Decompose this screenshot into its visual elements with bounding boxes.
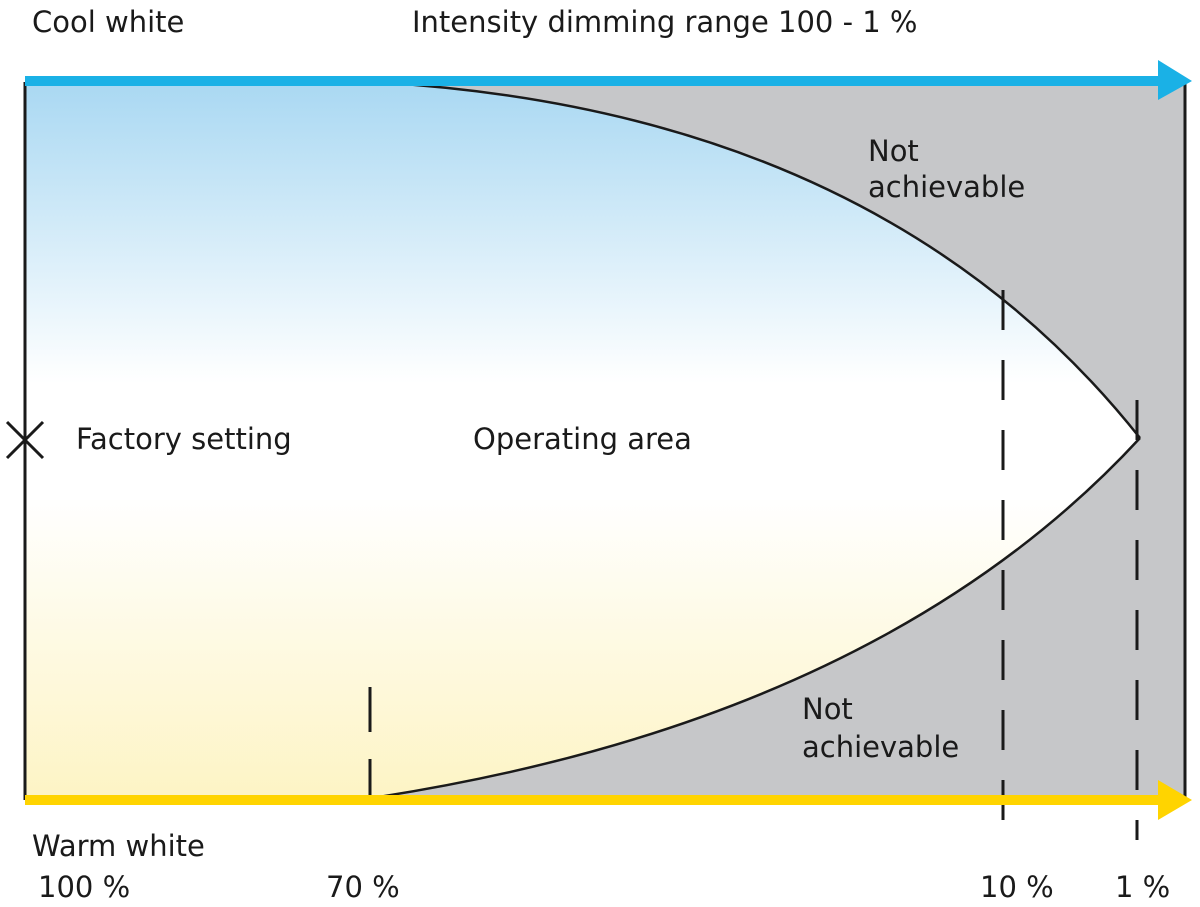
upper-boundary-curve — [371, 80, 1141, 439]
factory-setting-cross-icon — [5, 420, 45, 460]
tick-label-100: 100 % — [38, 870, 130, 904]
tick-label-10: 10 % — [980, 870, 1054, 904]
warm-white-arrow — [25, 780, 1192, 820]
tick-label-1: 1 % — [1115, 870, 1170, 904]
not-achievable-bottom-line2: achievable — [802, 730, 959, 764]
not-achievable-region-top — [372, 82, 1185, 438]
not-achievable-region-bottom — [372, 438, 1185, 800]
factory-setting-label: Factory setting — [76, 422, 292, 456]
lower-boundary-curve — [371, 437, 1141, 800]
not-achievable-top-line1: Not — [868, 134, 919, 168]
cool-white-arrow — [25, 60, 1192, 100]
not-achievable-bottom-line1: Not — [802, 692, 853, 726]
warm-white-label: Warm white — [32, 829, 205, 863]
operating-area-label: Operating area — [473, 422, 692, 456]
not-achievable-top-line2: achievable — [868, 170, 1025, 204]
diagram-title: Intensity dimming range 100 - 1 % — [412, 5, 918, 39]
tick-label-70: 70 % — [326, 870, 400, 904]
cool-white-label: Cool white — [32, 5, 184, 39]
